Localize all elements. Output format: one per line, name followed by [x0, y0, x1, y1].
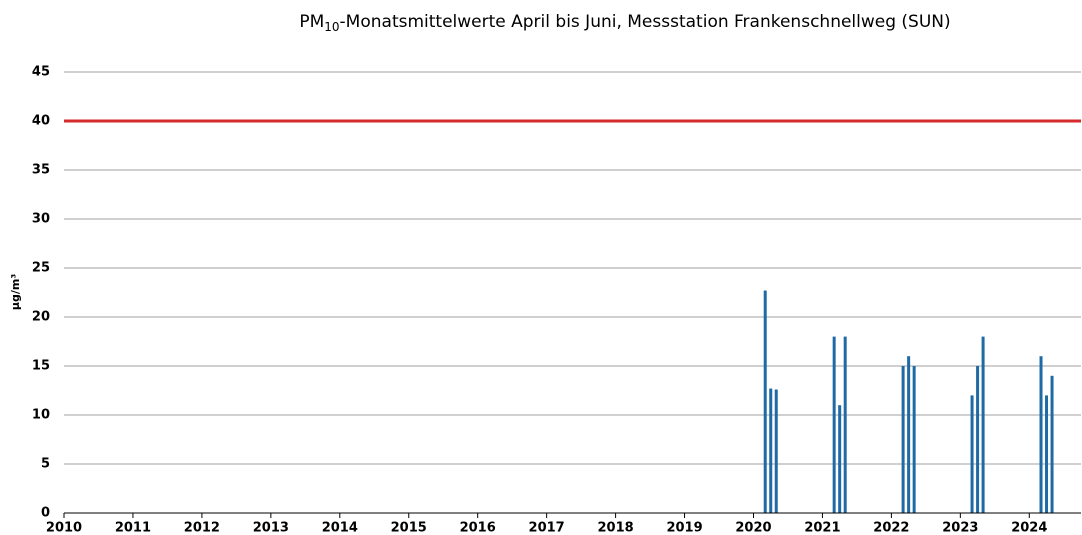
- x-tick-label: 2022: [873, 521, 909, 535]
- chart-title: PM10-Monatsmittelwerte April bis Juni, M…: [299, 12, 950, 34]
- title-part: PM: [299, 12, 324, 32]
- x-tick-label: 2014: [322, 521, 358, 535]
- bar: [912, 366, 916, 513]
- bar: [1050, 375, 1054, 513]
- y-tick-label: 35: [32, 163, 50, 178]
- x-tick-label: 2016: [460, 521, 496, 535]
- y-tick-label: 10: [32, 408, 50, 423]
- title-subscript: 10: [324, 20, 339, 34]
- bar: [901, 366, 905, 513]
- bar: [907, 356, 911, 513]
- x-tick-label: 2015: [391, 521, 427, 535]
- y-tick-label: 20: [32, 310, 50, 325]
- y-axis-label: µg/m³: [9, 274, 22, 310]
- x-tick-label: 2019: [666, 521, 702, 535]
- y-tick-label: 45: [32, 65, 50, 80]
- y-tick-label: 30: [32, 212, 50, 227]
- title-part: -Monatsmittelwerte April bis Juni, Messs…: [340, 12, 951, 32]
- bar: [970, 395, 974, 513]
- x-tick-label: 2010: [46, 521, 82, 535]
- x-tick-label: 2018: [597, 521, 633, 535]
- bar: [832, 336, 836, 513]
- x-tick-label: 2013: [253, 521, 289, 535]
- x-tick-label: 2021: [804, 521, 840, 535]
- bar: [838, 405, 842, 513]
- y-tick-label: 5: [41, 457, 50, 472]
- y-tick-label: 40: [32, 114, 50, 129]
- bar: [981, 336, 985, 513]
- y-tick-label: 0: [41, 506, 50, 521]
- bar: [1039, 356, 1043, 513]
- x-tick-label: 2023: [942, 521, 978, 535]
- x-tick-label: 2017: [529, 521, 565, 535]
- x-tick-label: 2024: [1011, 521, 1047, 535]
- x-tick-label: 2011: [115, 521, 151, 535]
- x-tick-label: 2020: [735, 521, 771, 535]
- y-tick-label: 25: [32, 261, 50, 276]
- bar: [976, 366, 980, 513]
- bar: [763, 290, 767, 513]
- bar: [774, 389, 778, 513]
- bar: [769, 388, 773, 513]
- bar: [843, 336, 847, 513]
- bar: [1045, 395, 1049, 513]
- y-tick-label: 15: [32, 359, 50, 374]
- x-tick-label: 2012: [184, 521, 220, 535]
